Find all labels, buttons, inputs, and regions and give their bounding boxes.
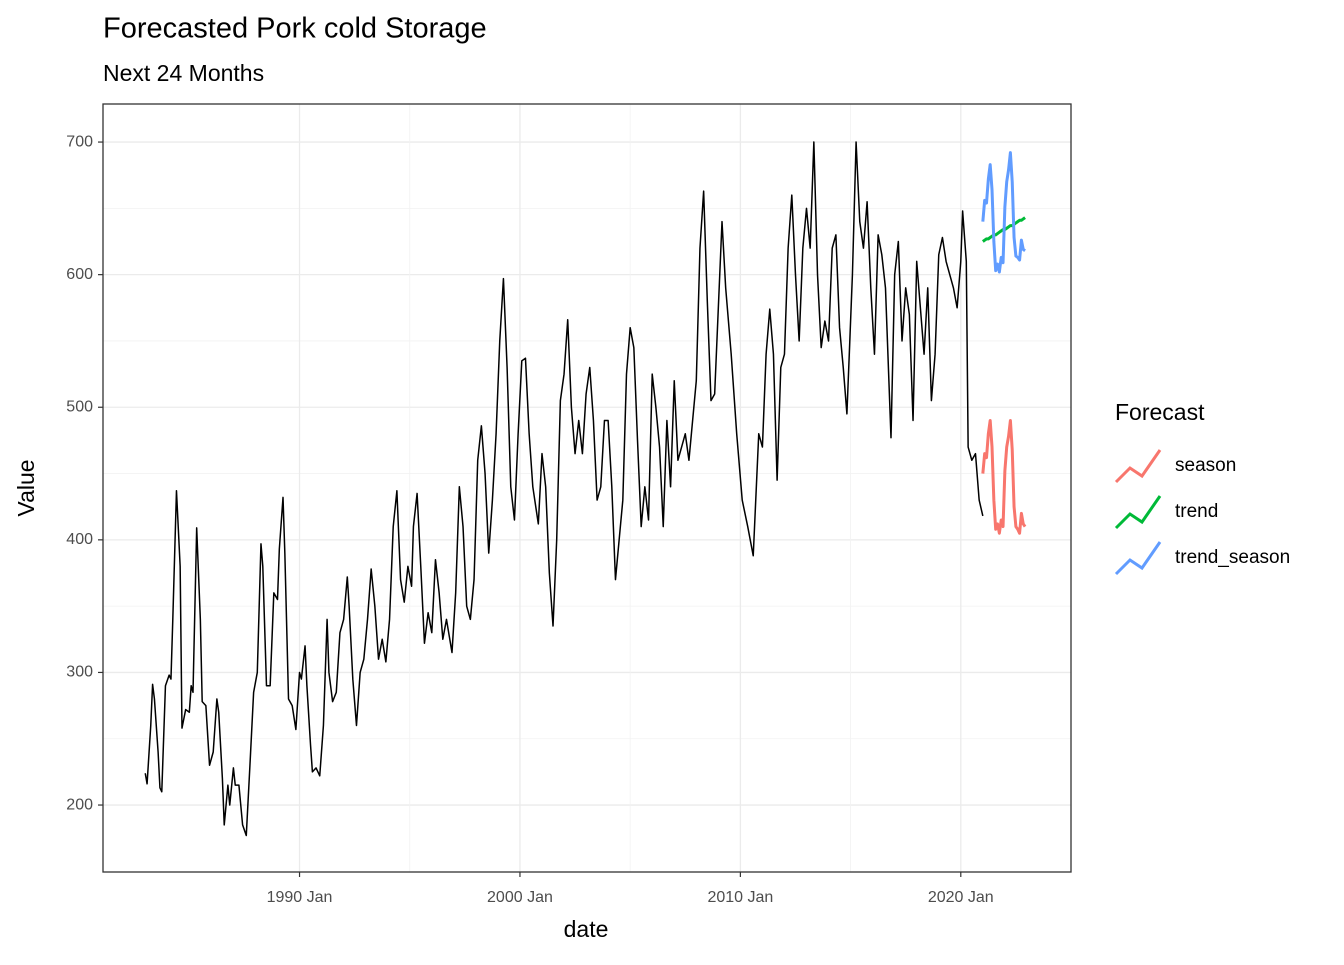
forecast-line	[981, 151, 1026, 274]
legend-key	[1114, 541, 1162, 576]
x-tick-label: 2000 Jan	[487, 889, 553, 906]
legend-key	[1114, 449, 1162, 484]
x-axis-title: date	[564, 916, 609, 942]
plot-marks	[144, 141, 1027, 837]
history-line	[144, 141, 984, 837]
legend-key	[1114, 495, 1162, 530]
y-tick-label: 200	[66, 796, 93, 813]
x-tick-label: 1990 Jan	[267, 889, 333, 906]
legend-label: trend_season	[1175, 547, 1290, 568]
y-axis-title: Value	[13, 459, 39, 516]
chart-title: Forecasted Pork cold Storage	[103, 13, 487, 45]
chart-subtitle: Next 24 Months	[103, 60, 264, 86]
legend-label: trend	[1175, 501, 1218, 522]
y-tick-label: 300	[66, 664, 93, 681]
legend: season trend trend_season	[1114, 449, 1290, 576]
x-tick-label: 2020 Jan	[928, 889, 994, 906]
forecast-line	[981, 419, 1027, 535]
y-tick-label: 400	[66, 531, 93, 548]
legend-label: season	[1175, 455, 1236, 476]
legend-title: Forecast	[1115, 399, 1205, 425]
x-tick-label: 2010 Jan	[707, 889, 773, 906]
panel-border	[102, 103, 1072, 873]
y-tick-label: 600	[66, 266, 93, 283]
y-tick-label: 700	[66, 133, 93, 150]
y-tick-label: 500	[66, 398, 93, 415]
grid	[103, 104, 1071, 872]
